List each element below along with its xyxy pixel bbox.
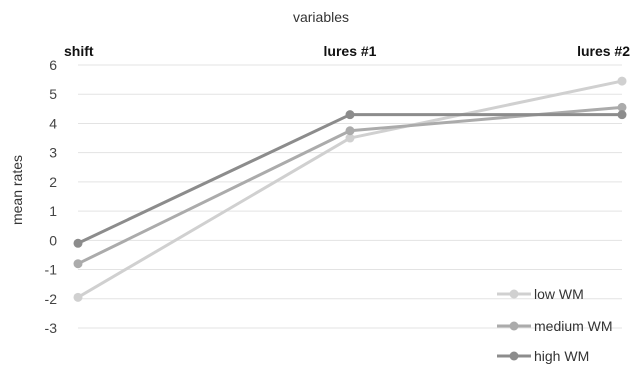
y-tick-label: 6 bbox=[49, 57, 57, 73]
data-point bbox=[345, 133, 355, 143]
data-point bbox=[617, 102, 627, 112]
y-tick-label: 3 bbox=[49, 145, 57, 161]
y-tick-label: -3 bbox=[45, 320, 58, 336]
y-tick-label: -1 bbox=[45, 262, 58, 278]
legend-marker bbox=[509, 289, 519, 299]
category-label: lures #1 bbox=[324, 43, 377, 59]
category-label: shift bbox=[64, 43, 94, 59]
legend-marker bbox=[509, 351, 519, 361]
gridlines bbox=[78, 64, 622, 329]
data-point bbox=[73, 292, 83, 302]
y-tick-label: 0 bbox=[49, 232, 57, 248]
category-labels: shift lures #1 lures #2 bbox=[64, 43, 630, 59]
y-tick-label: 2 bbox=[49, 174, 57, 190]
category-label: lures #2 bbox=[577, 43, 630, 59]
data-point bbox=[345, 126, 355, 136]
data-point bbox=[617, 110, 627, 120]
legend-marker bbox=[509, 321, 519, 331]
legend-label: low WM bbox=[534, 286, 584, 302]
legend-label: medium WM bbox=[534, 318, 613, 334]
chart-title: variables bbox=[293, 9, 349, 25]
y-tick-label: 1 bbox=[49, 203, 57, 219]
y-tick-label: 5 bbox=[49, 86, 57, 102]
legend-label: high WM bbox=[534, 348, 589, 364]
data-point bbox=[617, 76, 627, 86]
y-axis-label: mean rates bbox=[9, 155, 25, 225]
y-tick-label: 4 bbox=[49, 115, 57, 131]
data-point bbox=[73, 259, 83, 269]
legend: low WM medium WM high WM bbox=[497, 286, 613, 364]
data-point bbox=[345, 110, 355, 120]
series-lines bbox=[73, 76, 627, 302]
y-tick-label: -2 bbox=[45, 291, 58, 307]
y-axis-ticks: 6 5 4 3 2 1 0 -1 -2 -3 bbox=[45, 57, 58, 336]
data-point bbox=[73, 238, 83, 248]
